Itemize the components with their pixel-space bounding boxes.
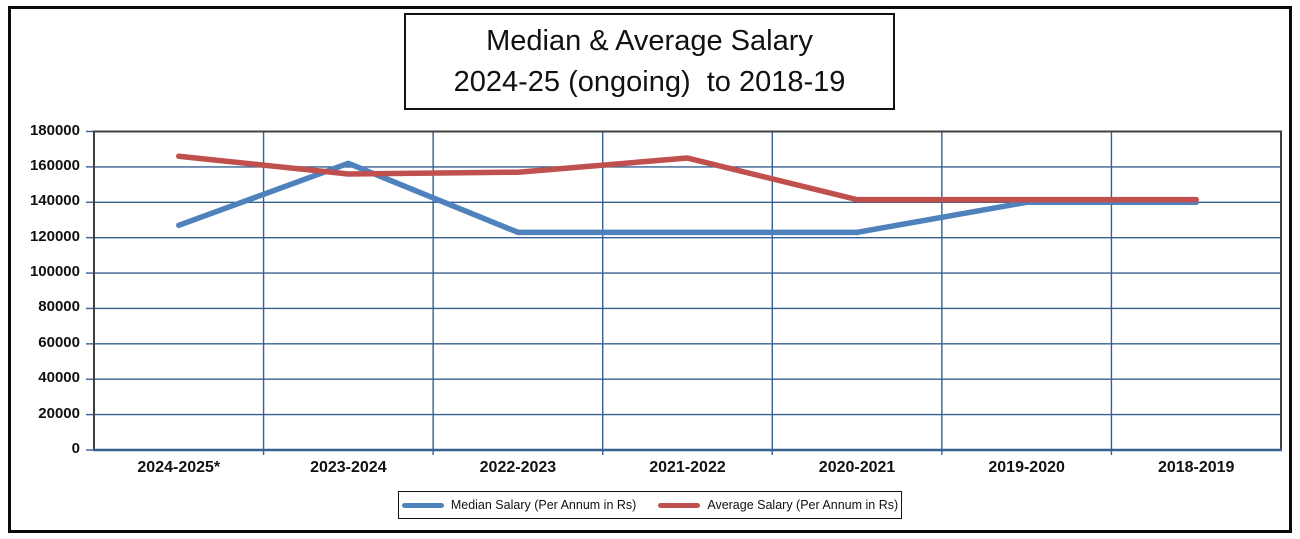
plot-border [93, 130, 1282, 451]
legend-label-median: Median Salary (Per Annum in Rs) [450, 498, 637, 512]
chart-title-box: Median & Average Salary 2024-25 (ongoing… [404, 13, 895, 110]
average-series-swatch [658, 502, 701, 508]
chart-title-line2: 2024-25 (ongoing) to 2018-19 [453, 65, 846, 98]
median-series-swatch [401, 502, 444, 508]
legend-entry-median: Median Salary (Per Annum in Rs) [401, 498, 637, 512]
series-line-average [176, 153, 1199, 203]
chart-legend: Median Salary (Per Annum in Rs) Average … [398, 491, 902, 519]
legend-label-average: Average Salary (Per Annum in Rs) [707, 498, 899, 512]
legend-entry-average: Average Salary (Per Annum in Rs) [658, 498, 898, 512]
chart-title-line1: Median & Average Salary [486, 24, 813, 57]
